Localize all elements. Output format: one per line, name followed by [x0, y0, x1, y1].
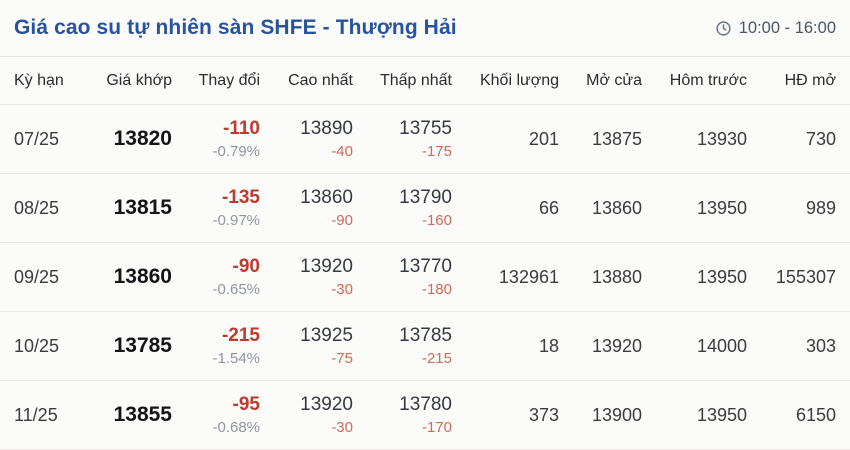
col-header-term: Kỳ hạn [0, 57, 96, 105]
change-cell: -135 -0.97% [172, 173, 260, 243]
volume-cell: 132961 [452, 242, 559, 312]
match-price-cell: 13785 [96, 311, 172, 381]
open-cell: 13880 [559, 242, 642, 312]
open-cell: 13900 [559, 380, 642, 450]
col-header-volume: Khối lượng [452, 57, 559, 105]
low-cell: 13780 -170 [353, 380, 452, 450]
col-header-match-price: Giá khớp [96, 57, 172, 105]
high-cell: 13920 -30 [260, 380, 353, 450]
change-cell: -95 -0.68% [172, 380, 260, 450]
change-percent: -0.97% [212, 211, 260, 229]
change-cell: -215 -1.54% [172, 311, 260, 381]
low-cell: 13785 -215 [353, 311, 452, 381]
change-value: -110 [223, 117, 260, 139]
prev-close-cell: 13930 [642, 104, 747, 174]
col-header-change: Thay đổi [172, 57, 260, 105]
change-value: -95 [232, 393, 260, 415]
high-value: 13920 [300, 255, 353, 277]
open-interest-cell: 989 [747, 173, 850, 243]
volume-cell: 66 [452, 173, 559, 243]
change-percent: -0.65% [212, 280, 260, 298]
high-value: 13860 [300, 186, 353, 208]
high-change: -40 [331, 142, 353, 160]
low-value: 13785 [399, 324, 452, 346]
prev-close-cell: 13950 [642, 242, 747, 312]
low-change: -180 [421, 280, 452, 298]
session-time-label: 10:00 - 16:00 [738, 18, 836, 37]
clock-icon [715, 20, 732, 37]
col-header-high: Cao nhất [260, 57, 353, 105]
low-cell: 13790 -160 [353, 173, 452, 243]
high-change: -30 [331, 280, 353, 298]
high-value: 13925 [300, 324, 353, 346]
change-percent: -0.79% [212, 142, 260, 160]
top-bar: Giá cao su tự nhiên sàn SHFE - Thượng Hả… [0, 0, 850, 57]
open-interest-cell: 730 [747, 104, 850, 174]
session-time: 10:00 - 16:00 [715, 19, 836, 38]
open-interest-cell: 6150 [747, 380, 850, 450]
high-value: 13920 [300, 393, 353, 415]
match-price-cell: 13860 [96, 242, 172, 312]
change-value: -90 [232, 255, 260, 277]
col-header-prev-close: Hôm trước [642, 57, 747, 105]
high-cell: 13860 -90 [260, 173, 353, 243]
high-change: -30 [331, 418, 353, 436]
open-cell: 13875 [559, 104, 642, 174]
open-interest-cell: 303 [747, 311, 850, 381]
open-interest-cell: 155307 [747, 242, 850, 312]
open-cell: 13920 [559, 311, 642, 381]
table-row: 09/25 13860 -90 -0.65% 13920 -30 13770 -… [0, 242, 850, 312]
term-cell: 07/25 [0, 104, 96, 174]
prev-close-cell: 14000 [642, 311, 747, 381]
low-change: -170 [421, 418, 452, 436]
col-header-open-interest: HĐ mở [747, 57, 850, 105]
low-cell: 13755 -175 [353, 104, 452, 174]
high-cell: 13925 -75 [260, 311, 353, 381]
volume-cell: 18 [452, 311, 559, 381]
high-cell: 13920 -30 [260, 242, 353, 312]
table-row: 07/25 13820 -110 -0.79% 13890 -40 13755 … [0, 104, 850, 174]
table-row: 08/25 13815 -135 -0.97% 13860 -90 13790 … [0, 173, 850, 243]
change-cell: -110 -0.79% [172, 104, 260, 174]
low-value: 13755 [399, 117, 452, 139]
prev-close-cell: 13950 [642, 173, 747, 243]
match-price-cell: 13815 [96, 173, 172, 243]
page-title: Giá cao su tự nhiên sàn SHFE - Thượng Hả… [14, 16, 457, 39]
change-value: -135 [221, 186, 260, 208]
change-value: -215 [221, 324, 260, 346]
volume-cell: 373 [452, 380, 559, 450]
prev-close-cell: 13950 [642, 380, 747, 450]
col-header-low: Thấp nhất [353, 57, 452, 105]
table-header-row: Kỳ hạn Giá khớp Thay đổi Cao nhất Thấp n… [0, 57, 850, 105]
term-cell: 08/25 [0, 173, 96, 243]
low-cell: 13770 -180 [353, 242, 452, 312]
change-percent: -0.68% [212, 418, 260, 436]
term-cell: 11/25 [0, 380, 96, 450]
term-cell: 10/25 [0, 311, 96, 381]
high-cell: 13890 -40 [260, 104, 353, 174]
volume-cell: 201 [452, 104, 559, 174]
change-cell: -90 -0.65% [172, 242, 260, 312]
low-value: 13780 [399, 393, 452, 415]
futures-price-table: Kỳ hạn Giá khớp Thay đổi Cao nhất Thấp n… [0, 57, 850, 450]
table-row: 11/25 13855 -95 -0.68% 13920 -30 13780 -… [0, 380, 850, 450]
match-price-cell: 13820 [96, 104, 172, 174]
high-change: -75 [331, 349, 353, 367]
change-percent: -1.54% [212, 349, 260, 367]
low-change: -215 [421, 349, 452, 367]
low-change: -160 [421, 211, 452, 229]
match-price-cell: 13855 [96, 380, 172, 450]
col-header-open: Mở cửa [559, 57, 642, 105]
low-change: -175 [421, 142, 452, 160]
low-value: 13790 [399, 186, 452, 208]
high-value: 13890 [300, 117, 353, 139]
table-row: 10/25 13785 -215 -1.54% 13925 -75 13785 … [0, 311, 850, 381]
high-change: -90 [331, 211, 353, 229]
term-cell: 09/25 [0, 242, 96, 312]
open-cell: 13860 [559, 173, 642, 243]
low-value: 13770 [399, 255, 452, 277]
